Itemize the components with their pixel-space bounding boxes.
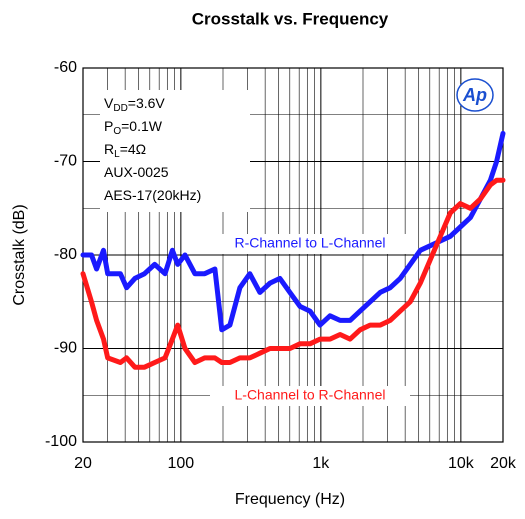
annotation-subscript: L: [114, 149, 120, 160]
annotation: AUX-0025: [104, 164, 169, 180]
annotation-box: [100, 90, 250, 212]
x-axis-label: Frequency (Hz): [235, 491, 345, 508]
legend-background: [210, 234, 410, 254]
logo-ring: [456, 78, 494, 112]
y-tick-label: -90: [54, 340, 77, 357]
x-tick-label: 10k: [448, 455, 475, 472]
annotation-text: AUX-0025: [104, 164, 169, 180]
legend-label: L-Channel to R-Channel: [235, 387, 386, 403]
chart-title: Crosstalk vs. Frequency: [192, 9, 389, 28]
x-tick-label: 100: [168, 455, 195, 472]
annotation: VDD=3.6V: [104, 95, 165, 114]
annotation-subscript: O: [113, 126, 121, 137]
annotation: AES-17(20kHz): [104, 187, 201, 203]
x-tick-label: 20: [74, 455, 92, 472]
legend-label: R-Channel to L-Channel: [235, 235, 386, 251]
y-tick-label: -80: [54, 246, 77, 263]
annotation-text: =4Ω: [120, 141, 146, 157]
x-tick-label: 20k: [490, 455, 517, 472]
annotation-text: =0.1W: [121, 118, 163, 134]
annotation-subscript: DD: [113, 103, 127, 114]
series-line: [80, 130, 506, 333]
y-tick-label: -100: [45, 433, 77, 450]
y-axis-label: Crosstalk (dB): [11, 204, 28, 305]
annotation-text: R: [104, 141, 114, 157]
annotation-text: =3.6V: [128, 95, 166, 111]
annotation-text: P: [104, 118, 113, 134]
y-tick-label: -60: [54, 59, 77, 76]
annotation: RL=4Ω: [104, 141, 146, 160]
x-tick-label: 1k: [312, 455, 330, 472]
annotation: PO=0.1W: [104, 118, 163, 137]
annotation-text: AES-17(20kHz): [104, 187, 201, 203]
y-tick-label: -70: [54, 153, 77, 170]
legend-background: [210, 386, 410, 406]
annotation-text: V: [104, 95, 114, 111]
logo: Ap: [462, 85, 487, 105]
series-line: [80, 177, 506, 370]
